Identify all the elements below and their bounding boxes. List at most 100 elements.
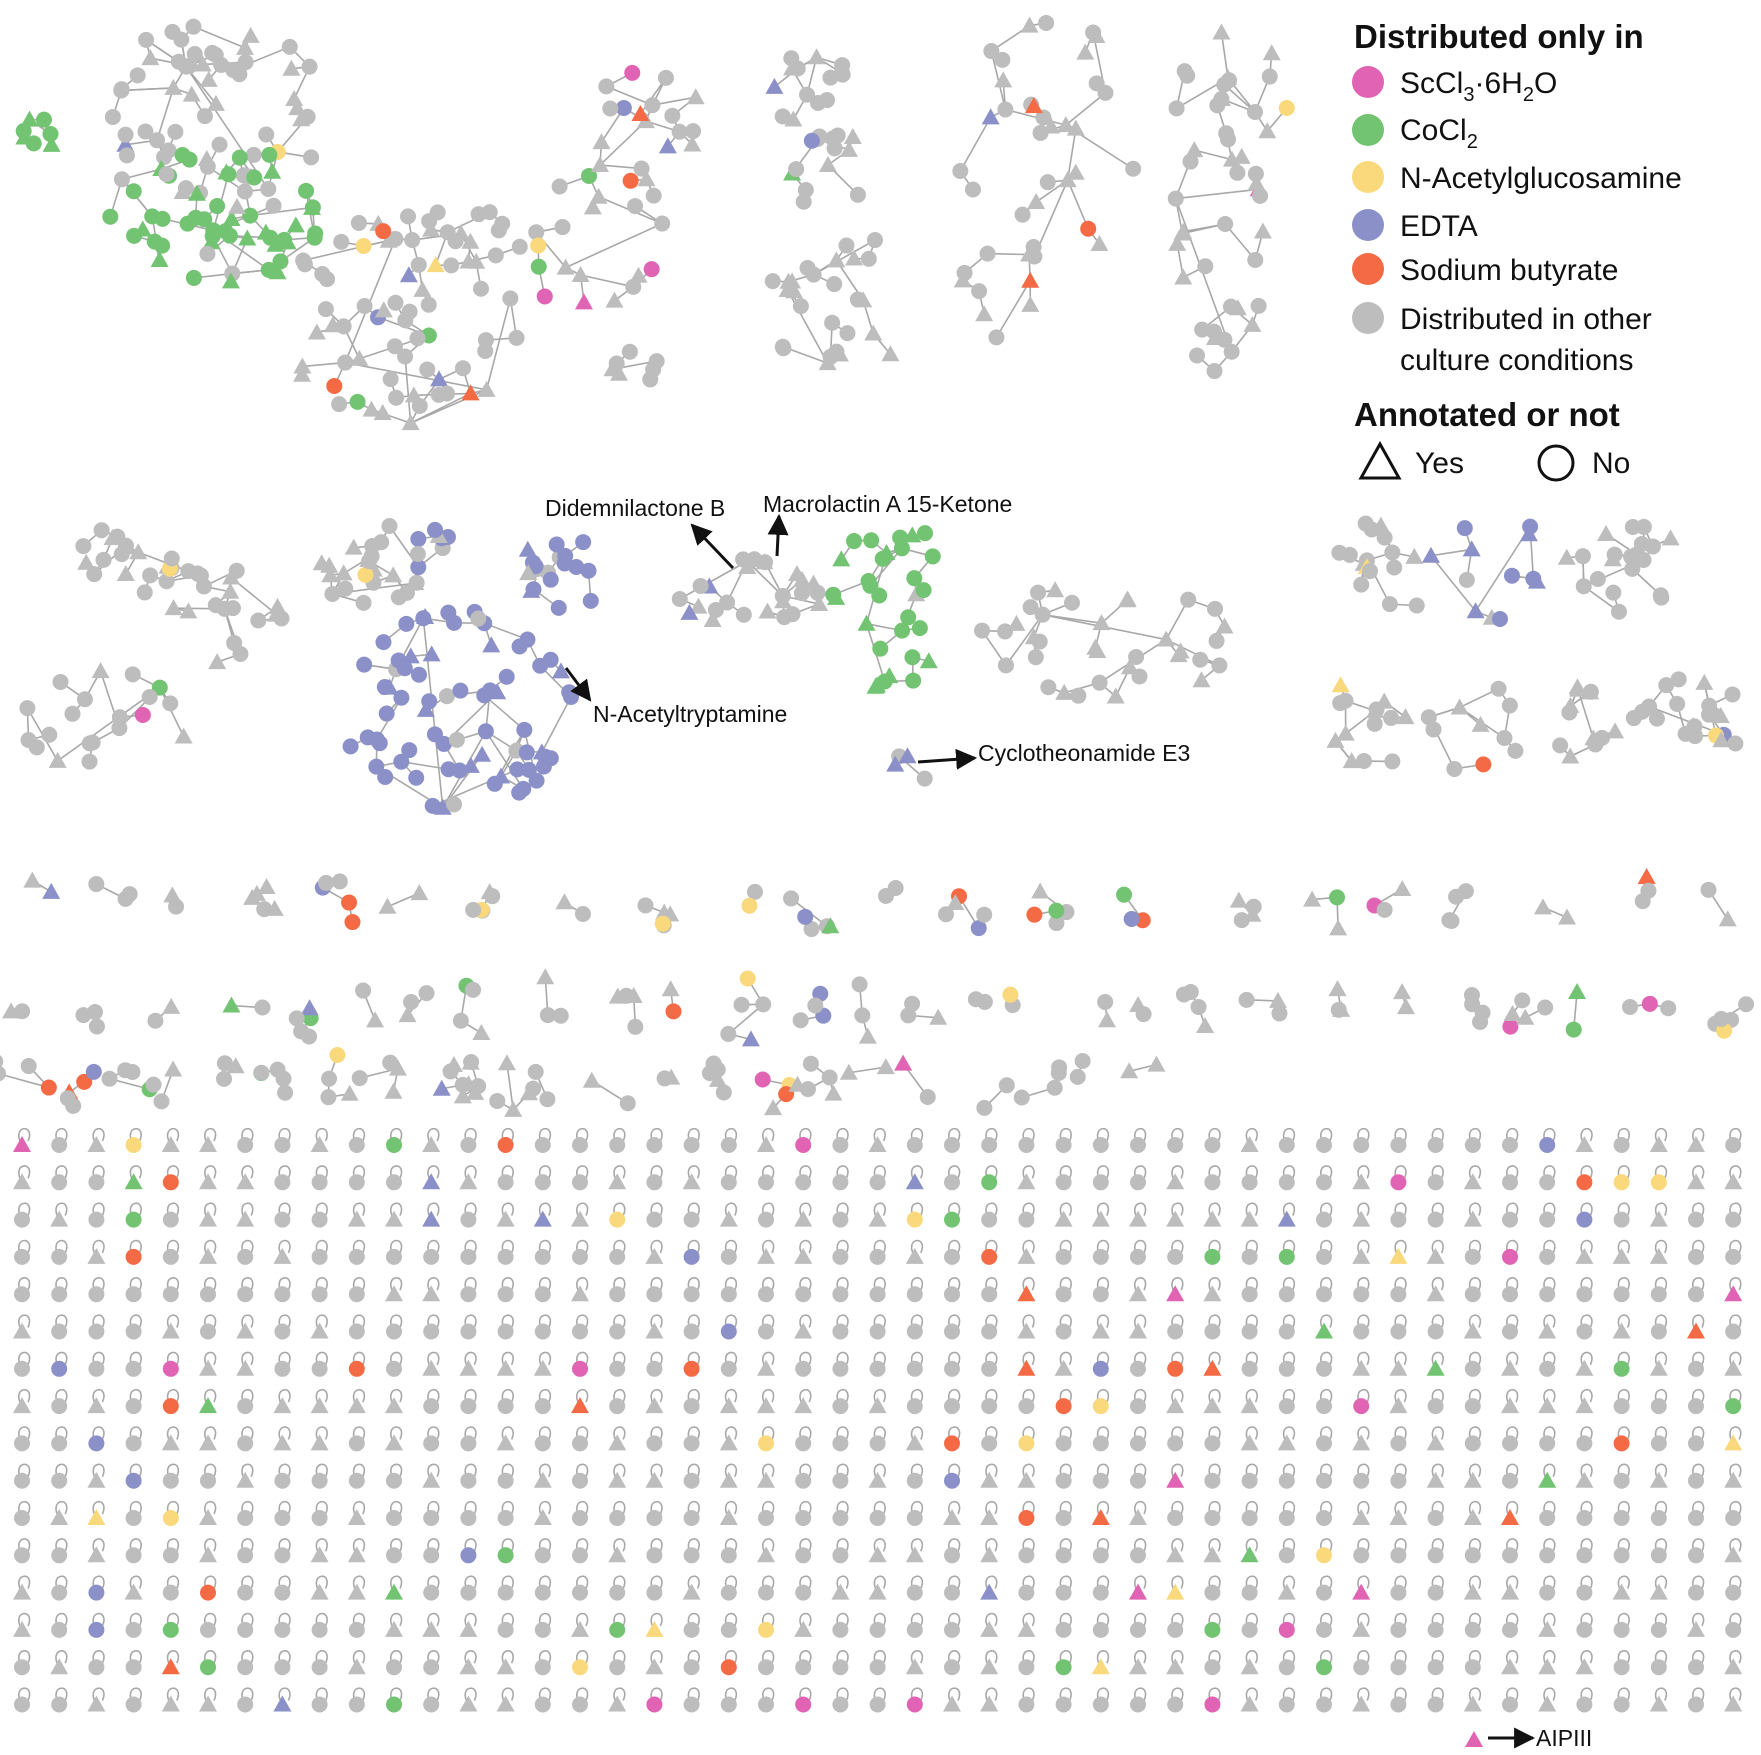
network-node <box>51 1286 68 1303</box>
self-loop-edge <box>427 1612 440 1631</box>
network-node <box>527 1063 544 1080</box>
network-node <box>199 1397 217 1414</box>
network-node <box>459 1359 478 1376</box>
network-node <box>656 1070 673 1087</box>
network-node <box>1240 1434 1259 1451</box>
legend-swatch-nag <box>1352 161 1384 193</box>
network-node <box>788 161 805 178</box>
network-node <box>1353 1323 1370 1340</box>
network-node <box>413 280 432 297</box>
network-node <box>124 1063 141 1080</box>
network-node <box>14 1360 30 1377</box>
network-node <box>1168 234 1187 251</box>
network-node <box>301 58 318 75</box>
network-node <box>14 1003 31 1020</box>
network-edge <box>1430 548 1472 557</box>
network-node <box>222 568 241 585</box>
network-node <box>1268 991 1287 1008</box>
network-node <box>832 1360 849 1377</box>
network-node <box>1386 559 1403 576</box>
network-node <box>979 245 996 262</box>
network-node <box>116 135 135 152</box>
network-node <box>153 1093 170 1110</box>
self-loop-edge <box>1134 1500 1147 1519</box>
network-node <box>1167 1510 1184 1526</box>
network-node <box>302 198 321 215</box>
network-node <box>125 1696 142 1713</box>
network-node <box>162 1621 179 1638</box>
network-node <box>388 1059 407 1076</box>
network-node <box>348 1174 365 1191</box>
network-node <box>125 1510 142 1526</box>
network-node <box>720 1174 737 1191</box>
network-edge <box>485 298 512 391</box>
network-node <box>397 348 414 365</box>
network-node <box>1166 1471 1185 1488</box>
network-node <box>1389 1509 1408 1525</box>
self-loop-edge <box>613 1538 626 1556</box>
network-node <box>874 550 891 567</box>
network-node <box>1336 724 1355 741</box>
network-node <box>1204 1323 1221 1340</box>
network-node <box>810 94 827 111</box>
network-node <box>868 1583 887 1600</box>
network-node <box>1040 679 1057 696</box>
network-node <box>1092 1696 1109 1713</box>
network-node <box>1565 1021 1582 1038</box>
network-node <box>1055 683 1074 700</box>
network-node <box>755 996 772 1013</box>
network-node <box>410 530 427 547</box>
legend-no-label: No <box>1592 447 1630 480</box>
self-loop-edge <box>538 1500 552 1519</box>
network-node <box>572 1510 588 1526</box>
self-loop-edge <box>1729 1426 1742 1444</box>
network-node <box>87 1397 106 1414</box>
network-node <box>268 263 287 280</box>
self-loop-edge <box>92 1388 105 1407</box>
network-node <box>348 1472 365 1489</box>
self-loop-edge <box>836 1575 849 1594</box>
network-node <box>1014 206 1031 223</box>
network-node <box>832 1248 849 1265</box>
network-node <box>286 216 305 233</box>
self-loop-edge <box>315 1314 328 1332</box>
network-node <box>28 739 45 756</box>
network-node <box>602 100 619 117</box>
network-node <box>528 224 545 241</box>
network-node <box>1661 529 1680 546</box>
network-node <box>671 123 688 140</box>
network-node <box>221 272 240 289</box>
self-loop-edge <box>799 1239 812 1258</box>
network-node <box>1316 1211 1332 1228</box>
network-node <box>245 146 262 163</box>
network-node <box>1228 299 1247 316</box>
network-node <box>795 1435 812 1452</box>
network-node <box>1464 1398 1481 1415</box>
network-node <box>52 673 69 690</box>
network-node <box>1055 1435 1072 1452</box>
network-edge <box>1066 128 1077 181</box>
self-loop-edge <box>501 1351 514 1370</box>
network-node <box>1118 590 1137 607</box>
network-node <box>615 99 632 116</box>
network-node <box>236 1471 255 1488</box>
network-node <box>692 577 709 594</box>
network-node <box>1326 731 1345 748</box>
network-node <box>1352 1210 1371 1227</box>
network-node <box>589 187 608 204</box>
self-loop-edge <box>1729 1538 1742 1556</box>
self-loop-edge <box>1543 1650 1556 1668</box>
network-node <box>1182 153 1199 170</box>
network-node <box>136 584 153 601</box>
network-node <box>534 1137 551 1153</box>
network-node <box>408 574 425 591</box>
network-node <box>1007 614 1026 631</box>
network-node <box>333 233 350 250</box>
network-node <box>720 1621 737 1638</box>
network-node <box>1247 103 1264 120</box>
network-node <box>821 1069 838 1086</box>
network-node <box>799 86 816 103</box>
network-node <box>719 1509 738 1525</box>
network-node <box>758 1510 774 1526</box>
network-node <box>892 529 909 546</box>
